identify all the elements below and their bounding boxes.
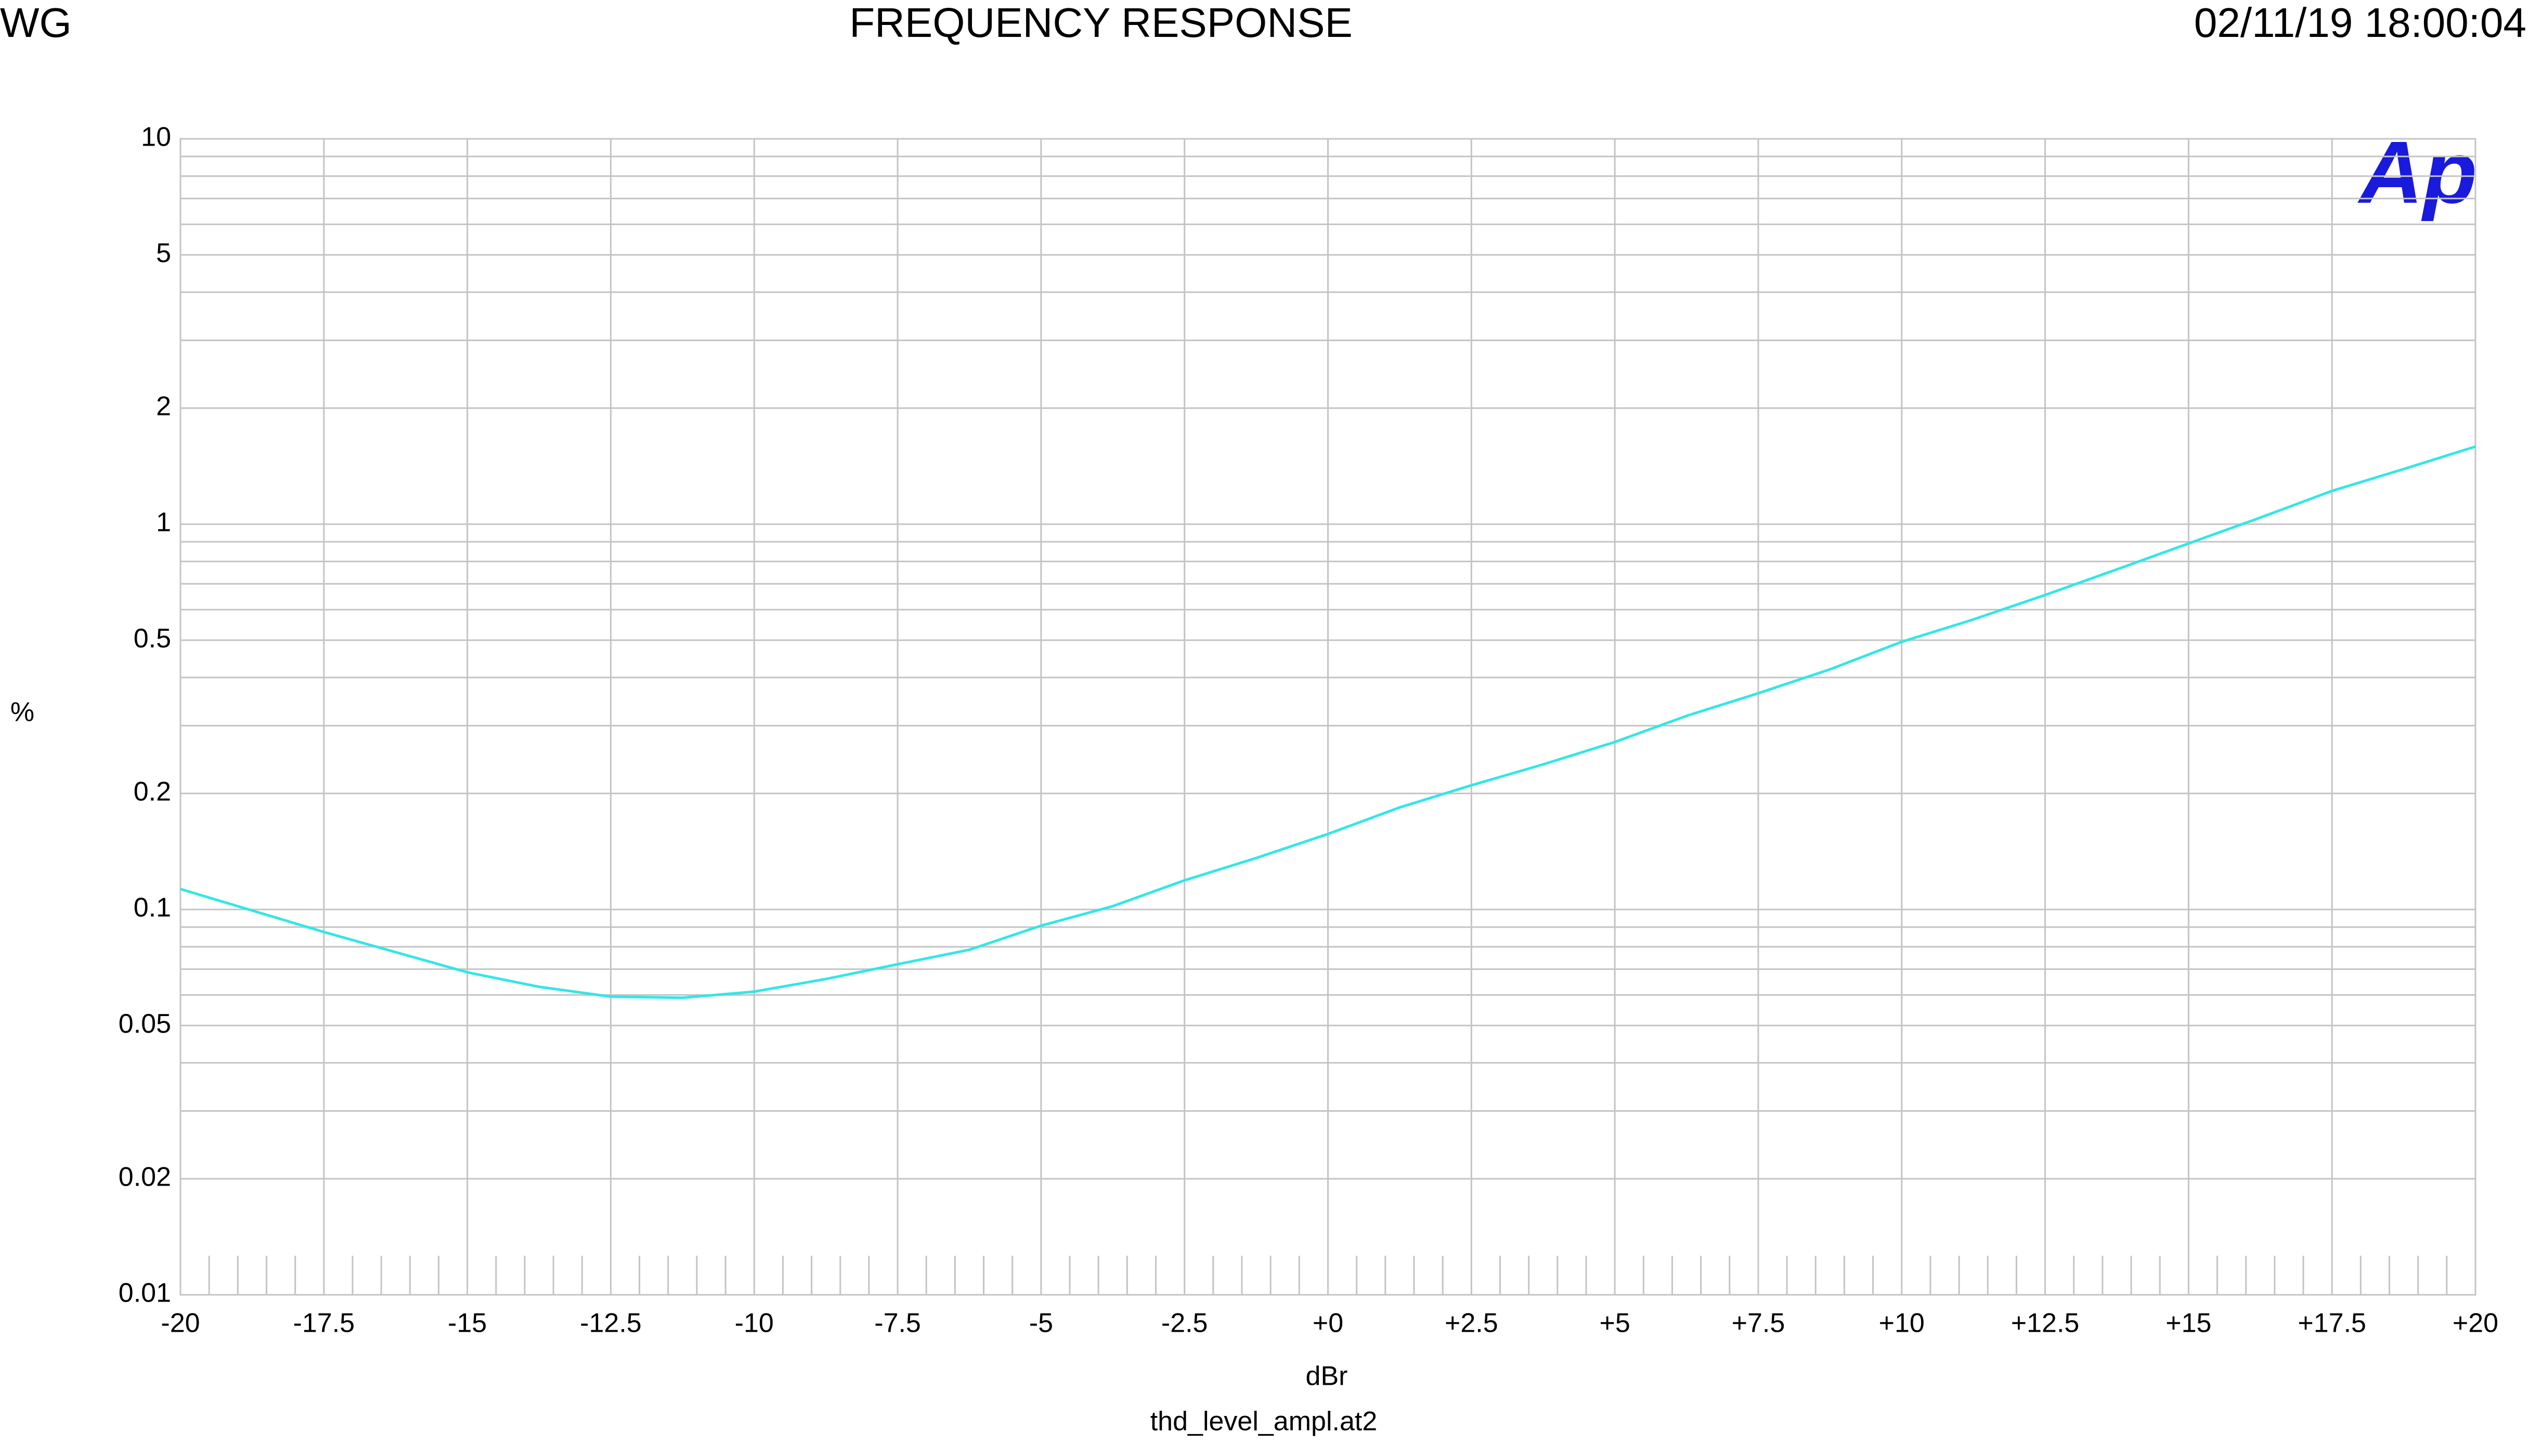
chart-title: FREQUENCY RESPONSE xyxy=(849,0,1353,46)
x-tick-label: +17.5 xyxy=(2298,1308,2366,1338)
x-tick-label: -10 xyxy=(735,1308,774,1338)
y-tick-label: 2 xyxy=(156,392,171,422)
header-right: 02/11/19 18:00:04 xyxy=(2194,0,2526,46)
y-axis-label: % xyxy=(10,697,34,727)
data-line xyxy=(180,445,2476,999)
x-tick-label: +0 xyxy=(1313,1308,1343,1338)
x-tick-label: -17.5 xyxy=(293,1308,355,1338)
x-tick-label: -15 xyxy=(448,1308,487,1338)
footer: thd_level_ampl.at2 xyxy=(1150,1407,1378,1437)
x-tick-label: +5 xyxy=(1599,1308,1630,1338)
x-tick-label: +10 xyxy=(1879,1308,1925,1338)
y-tick-label: 0.01 xyxy=(119,1278,171,1308)
plot-frame xyxy=(179,138,2476,1296)
y-tick-label: 10 xyxy=(141,122,171,152)
y-tick-label: 5 xyxy=(156,238,171,268)
x-tick-label: +15 xyxy=(2165,1308,2211,1338)
x-axis-label: dBr xyxy=(1306,1361,1348,1392)
x-tick-label: +2.5 xyxy=(1445,1308,1498,1338)
y-tick-label: 0.1 xyxy=(134,893,171,923)
x-tick-label: +20 xyxy=(2453,1308,2498,1338)
x-tick-label: -2.5 xyxy=(1161,1308,1208,1338)
y-tick-label: 0.5 xyxy=(134,623,171,654)
x-tick-label: -5 xyxy=(1029,1308,1053,1338)
y-tick-label: 0.02 xyxy=(119,1162,171,1192)
x-tick-label: +7.5 xyxy=(1732,1308,1785,1338)
y-tick-label: 0.05 xyxy=(119,1009,171,1039)
x-tick-label: -20 xyxy=(161,1308,200,1338)
x-tick-label: -7.5 xyxy=(874,1308,921,1338)
y-tick-label: 0.2 xyxy=(134,777,171,807)
logo: Ap xyxy=(2357,123,2478,222)
y-tick-label: 1 xyxy=(156,508,171,538)
header-left: WG xyxy=(0,0,72,46)
x-tick-label: -12.5 xyxy=(580,1308,642,1338)
x-tick-label: +12.5 xyxy=(2011,1308,2080,1338)
